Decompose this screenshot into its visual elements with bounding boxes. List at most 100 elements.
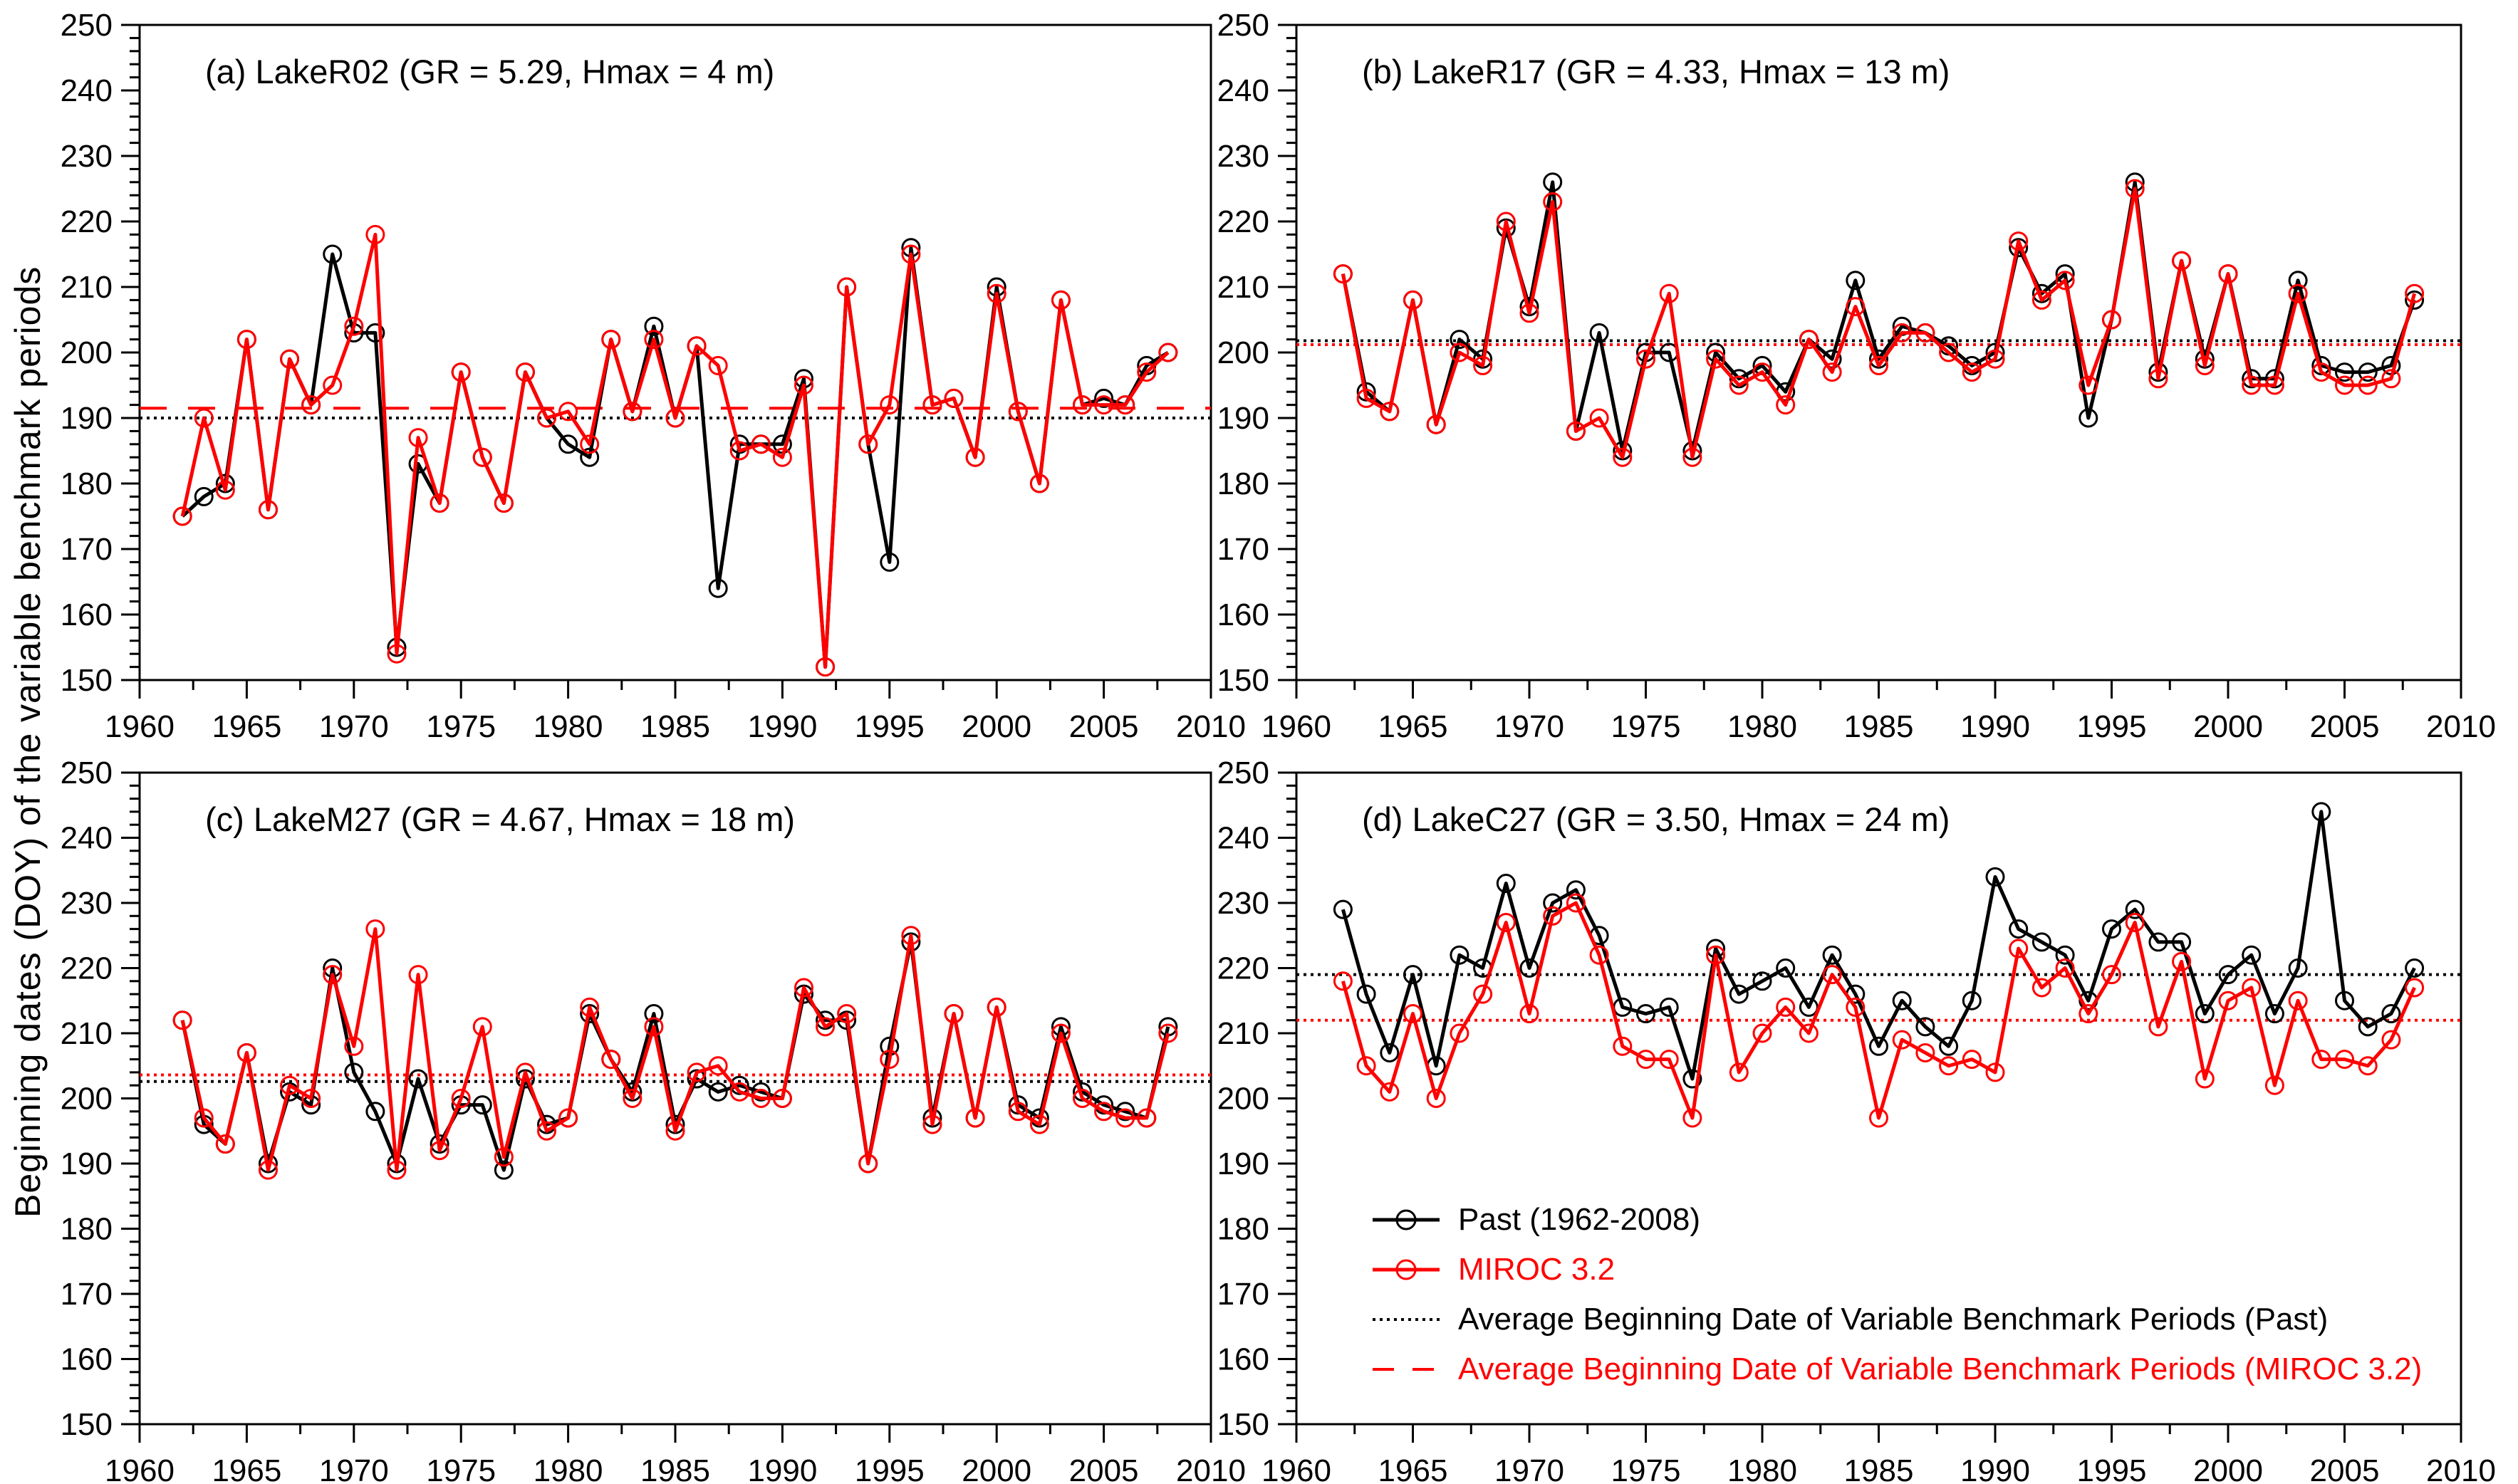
legend-past-label: Past (1962-2008) — [1458, 1202, 1700, 1237]
miroc-series-point — [537, 408, 557, 428]
x-tick-label: 1985 — [1844, 1453, 1914, 1484]
past-series-point — [323, 244, 343, 264]
past-series-point — [1962, 991, 1982, 1010]
past-series-point — [623, 1082, 642, 1102]
past-series-point — [1566, 880, 1586, 900]
miroc-series-point — [301, 395, 321, 415]
x-tick-label: 2010 — [1176, 1453, 1246, 1484]
miroc-series-point — [430, 493, 449, 513]
x-tick-label: 1970 — [319, 1453, 389, 1484]
miroc-series-point — [172, 1010, 192, 1030]
miroc-series-point — [301, 1089, 321, 1108]
y-tick-label: 230 — [61, 139, 113, 174]
x-tick-label: 1980 — [534, 709, 603, 744]
miroc-series-point — [1158, 343, 1178, 362]
past-series-point — [1939, 1036, 1959, 1056]
y-tick-label: 220 — [1217, 951, 1269, 986]
miroc-series — [1333, 179, 2425, 467]
miroc-series-point — [2264, 1075, 2284, 1095]
miroc-series-point — [1892, 1030, 1912, 1050]
past-series-point — [1822, 945, 1842, 965]
miroc-series-point — [1403, 290, 1422, 310]
x-tick-label: 1995 — [855, 709, 925, 744]
past-series-point — [515, 1069, 535, 1089]
miroc-series-point — [365, 919, 385, 939]
past-series-point — [2335, 362, 2354, 382]
past-series-point — [2311, 802, 2331, 822]
past-series-point — [751, 1082, 771, 1102]
miroc-series-point — [1051, 290, 1071, 310]
past-line-marker-icon — [1373, 1209, 1440, 1230]
past-series-point — [1450, 330, 1469, 350]
y-tick-label: 200 — [1217, 1082, 1269, 1117]
past-series-point — [1682, 441, 1702, 461]
miroc-series-point — [858, 434, 878, 454]
y-tick-label: 220 — [61, 204, 113, 239]
legend-item-avg-past: Average Beginning Date of Variable Bench… — [1371, 1295, 2422, 1344]
x-tick-label: 1990 — [1960, 1453, 2030, 1484]
miroc-series-point — [215, 1134, 235, 1154]
y-tick-label: 170 — [61, 532, 113, 567]
past-series-line — [1341, 810, 2416, 1081]
panel-b: 150 160 170 180 190 200 210 220 230 240 250 1960 196… — [1217, 8, 2496, 744]
miroc-series-point — [1846, 297, 1866, 317]
miroc-series-point — [1380, 1082, 1400, 1102]
miroc-series-point — [1892, 323, 1912, 343]
past-series-point — [729, 434, 749, 454]
miroc-series-point — [2288, 991, 2308, 1010]
past-series — [1333, 802, 2425, 1089]
x-tick-label: 1990 — [747, 1453, 817, 1484]
miroc-series-point — [751, 1089, 771, 1108]
miroc-series-point — [2195, 355, 2215, 375]
past-series-point — [2405, 958, 2425, 978]
miroc-series-point — [236, 1043, 256, 1062]
miroc-series-point — [323, 375, 343, 395]
past-series-point — [708, 1082, 728, 1102]
miroc-series-point — [2311, 1050, 2331, 1070]
legend-avg-miroc-label: Average Beginning Date of Variable Bench… — [1458, 1352, 2423, 1386]
past-series-point — [472, 1095, 492, 1115]
past-series-point — [1543, 893, 1563, 913]
miroc-series-point — [323, 965, 343, 985]
miroc-series-point — [2172, 951, 2192, 971]
past-series-point — [430, 1134, 449, 1154]
past-series-point — [2102, 919, 2121, 939]
past-series-point — [2172, 932, 2192, 952]
miroc-series-point — [1682, 1108, 1702, 1128]
miroc-series-point — [1158, 1023, 1178, 1043]
miroc-series-point — [1029, 474, 1049, 493]
past-series-point — [1519, 297, 1539, 317]
past-series-line — [181, 246, 1170, 669]
miroc-series-point — [494, 1147, 514, 1167]
miroc-series-point — [1985, 1062, 2005, 1082]
miroc-series-point — [258, 500, 278, 520]
x-tick-label: 1965 — [1378, 709, 1448, 744]
miroc-series-point — [1659, 283, 1679, 303]
x-tick-label: 1975 — [426, 709, 496, 744]
past-series-point — [365, 323, 385, 343]
miroc-series-point — [515, 362, 535, 382]
panel-title: (a) LakeR02 (GR = 5.29, Hmax = 4 m) — [205, 53, 774, 90]
past-series-point — [1752, 971, 1772, 991]
past-series-point — [1729, 984, 1749, 1004]
past-series-point — [687, 1069, 707, 1089]
miroc-series-point — [2288, 283, 2308, 303]
miroc-series-point — [2079, 1004, 2098, 1024]
miroc-series-point — [472, 1017, 492, 1037]
y-tick-label: 240 — [1217, 821, 1269, 856]
x-tick-label: 1965 — [212, 709, 281, 744]
miroc-series-point — [1589, 945, 1609, 965]
y-tick-label: 190 — [61, 401, 113, 436]
miroc-series-point — [708, 1056, 728, 1076]
miroc-series-point — [922, 395, 942, 415]
miroc-series-point — [2125, 912, 2145, 932]
miroc-series-point — [2335, 1050, 2354, 1070]
past-series-point — [2381, 1004, 2401, 1024]
miroc-series-point — [194, 408, 214, 428]
past-series-point — [2242, 945, 2262, 965]
x-tick-label: 1970 — [1494, 709, 1564, 744]
y-tick-label: 230 — [61, 886, 113, 921]
miroc-series-point — [858, 1154, 878, 1174]
past-series-point — [880, 552, 900, 572]
